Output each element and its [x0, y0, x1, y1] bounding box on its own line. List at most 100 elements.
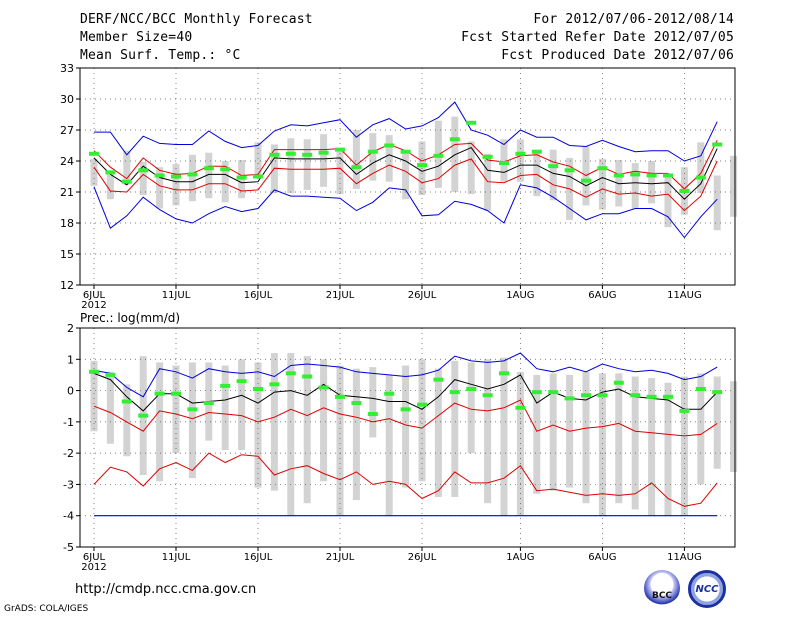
temp-spread-box [598, 158, 606, 210]
ncc-logo-text: NCC [695, 584, 719, 595]
temp-line-lower-percentile [93, 158, 718, 212]
temp-spread-box [336, 151, 344, 195]
precip-y-tick-label: -3 [63, 478, 74, 491]
temp-x-tick-label: 16JUL [244, 290, 273, 301]
precip-spread-box [402, 365, 410, 488]
precip-observation-mark [613, 380, 624, 385]
temp-observation-mark [482, 154, 493, 159]
precip-observation-mark [597, 393, 608, 398]
temp-spread-box [402, 152, 410, 200]
temp-x-tick-label: 11JUL [162, 290, 191, 301]
precip-spread-box [352, 368, 360, 501]
temp-observation-mark [630, 172, 641, 177]
temp-spread-box [254, 142, 262, 179]
precip-spread-box [90, 360, 98, 432]
temp-spread-box [205, 152, 213, 199]
refer-date: Fcst Started Refer Date 2012/07/05 [461, 30, 734, 45]
precip-observation-mark [499, 371, 509, 376]
precip-observation-mark [335, 394, 345, 399]
temp-spread-box [533, 150, 541, 197]
precip-y-tick-label: -1 [63, 416, 74, 429]
precip-observation-mark [581, 393, 591, 398]
temp-spread-box [90, 158, 98, 186]
temp-observation-mark [367, 149, 378, 154]
forecast-period: For 2012/07/06-2012/08/14 [533, 12, 734, 27]
precip-observation-mark [154, 391, 165, 396]
temp-x-tick-label: 11AUG [667, 290, 702, 301]
member-size: Member Size=40 [80, 30, 193, 45]
precip-spread-box [106, 371, 114, 444]
precip-observation-mark [89, 369, 99, 374]
precip-observation-mark [384, 391, 395, 396]
grads-credit: GrADS: COLA/IGES [4, 604, 89, 614]
precip-spread-box [582, 371, 590, 504]
precip-y-tick-label: 1 [67, 353, 74, 366]
precip-spread-box [303, 356, 311, 504]
temp-observation-mark [138, 168, 149, 173]
temp-observation-mark [253, 174, 263, 179]
precip-observation-mark [630, 393, 641, 398]
precip-spread-box [320, 359, 328, 482]
temp-y-tick-label: 15 [60, 248, 74, 261]
precip-spread-box [533, 374, 541, 494]
temp-observation-mark [236, 175, 247, 180]
temp-spread-box [139, 162, 147, 196]
temp-y-tick-label: 30 [60, 93, 74, 106]
temp-observation-mark [712, 142, 723, 147]
precip-observation-mark [531, 390, 542, 395]
produced-date: Fcst Produced Date 2012/07/06 [501, 48, 734, 63]
precip-observation-mark [187, 407, 198, 412]
temp-year-label: 2012 [81, 300, 106, 311]
temp-observation-mark [203, 166, 214, 171]
precip-x-tick-label: 6JUL [83, 552, 106, 563]
precip-spread-box [648, 378, 656, 516]
precip-observation-mark [646, 394, 657, 399]
temp-spread-box [156, 167, 164, 209]
precip-observation-mark [138, 413, 149, 418]
temp-observation-mark [466, 120, 477, 125]
temp-x-tick-label: 6JUL [83, 290, 106, 301]
temp-observation-mark [564, 168, 575, 173]
temp-y-tick-label: 12 [60, 279, 74, 292]
precip-spread-box [123, 384, 131, 457]
temp-observation-mark [515, 151, 526, 156]
precip-spread-box [270, 353, 278, 491]
precip-observation-mark [171, 391, 181, 396]
precip-y-tick-label: 2 [67, 322, 74, 335]
precip-observation-mark [548, 390, 559, 395]
precip-observation-mark [285, 371, 296, 376]
precip-x-tick-label: 26JUL [408, 552, 437, 563]
temp-spread-box [631, 163, 639, 209]
chart-title: DERF/NCC/BCC Monthly Forecast [80, 12, 313, 27]
precip-observation-mark [220, 383, 231, 388]
precip-observation-mark [564, 396, 575, 401]
precip-spread-box [188, 362, 196, 479]
precip-observation-mark [466, 387, 477, 392]
source-url[interactable]: http://cmdp.ncc.cma.gov.cn [75, 582, 257, 597]
temp-observation-mark [351, 165, 362, 170]
temp-observation-mark [417, 163, 427, 168]
precip-spread-box [697, 373, 705, 485]
precip-spread-box [385, 374, 393, 516]
temp-observation-mark [646, 173, 657, 178]
precip-observation-mark [318, 385, 329, 390]
temp-line-ensemble-mean [93, 146, 718, 200]
variable-label: Mean Surf. Temp.: °C [80, 48, 241, 63]
precip-title: Prec.: log(mm/d) [80, 311, 180, 325]
temp-spread-box [106, 171, 114, 200]
bcc-logo-text: BCC [651, 591, 673, 601]
temp-observation-mark [499, 161, 509, 166]
temp-x-tick-label: 1AUG [506, 290, 534, 301]
temp-spread-box [287, 138, 295, 194]
precip-frame [79, 327, 736, 548]
precip-observation-mark [302, 374, 313, 379]
temp-observation-mark [663, 173, 673, 178]
temp-observation-mark [613, 173, 624, 178]
temp-observation-mark [449, 137, 460, 142]
temp-spread-box [664, 175, 672, 228]
precip-observation-mark [449, 390, 460, 395]
precip-observation-mark [400, 407, 411, 412]
precip-spread-box [336, 365, 344, 516]
precip-spread-box [418, 359, 426, 482]
precip-y-tick-label: -2 [63, 447, 74, 460]
